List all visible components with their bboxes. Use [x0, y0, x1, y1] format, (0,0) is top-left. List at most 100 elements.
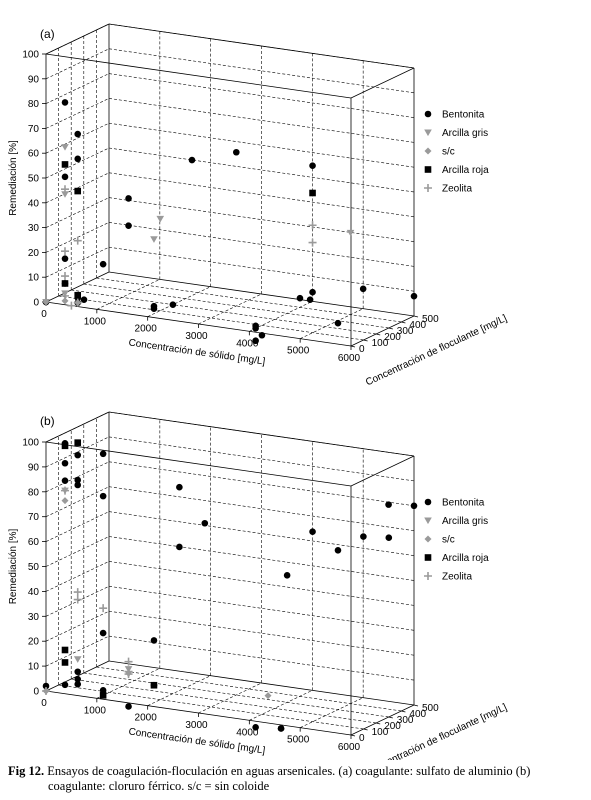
- y-tick: [388, 716, 393, 719]
- data-point: [252, 723, 259, 731]
- data-point: [410, 292, 418, 300]
- data-point: [359, 285, 367, 293]
- x-tick-label: 3000: [185, 720, 208, 731]
- data-point: [125, 195, 132, 202]
- legend-entry: Arcilla roja: [442, 165, 489, 176]
- y-tick-label: 400: [409, 320, 426, 331]
- data-point: [61, 659, 69, 666]
- data-point: [61, 486, 70, 495]
- x-tick-label: 2000: [135, 324, 158, 335]
- z-tick-label: 90: [28, 74, 40, 85]
- legend: Bentonita Arcilla gris s/c Arcilla roja Zeol…: [424, 498, 489, 583]
- x-tick-label: 5000: [287, 346, 310, 357]
- x-tick-label: 4000: [236, 338, 259, 349]
- backwall-gridline: [108, 486, 415, 531]
- data-point: [309, 288, 316, 296]
- data-point: [125, 703, 132, 710]
- backwall-gridline: [108, 147, 415, 193]
- box-edge: [350, 67, 415, 99]
- box-edge: [108, 660, 415, 706]
- data-point: [156, 215, 165, 223]
- y-tick-label: 0: [359, 344, 365, 355]
- y-tick-label: 100: [372, 727, 389, 738]
- data-point: [150, 681, 158, 689]
- data-point: [61, 191, 69, 198]
- data-point: [80, 296, 88, 303]
- data-point: [42, 298, 50, 306]
- legend-entry: Bentonita: [442, 110, 485, 121]
- sidewall-gridline: [45, 561, 110, 592]
- z-tick-label: 100: [22, 50, 39, 61]
- legend-marker: [424, 517, 432, 525]
- data-point: [125, 222, 132, 229]
- y-tick-label: 400: [409, 709, 426, 720]
- data-point: [61, 255, 69, 262]
- data-point: [233, 148, 240, 156]
- floor-gridline: [198, 682, 262, 714]
- sidewall-gridline: [45, 73, 110, 104]
- legend-entry: Arcilla roja: [442, 553, 489, 564]
- legend-marker: [424, 498, 432, 506]
- series-bentonita: [42, 440, 418, 732]
- data-point: [74, 451, 82, 459]
- data-point: [283, 572, 291, 579]
- z-axis-title: Remediación [%]: [8, 528, 19, 604]
- box-edge: [108, 271, 415, 317]
- z-tick-label: 20: [28, 248, 40, 259]
- sidewall-gridline: [45, 222, 110, 253]
- caption-label: Fig 12.: [8, 764, 45, 778]
- sidewall-gridline: [45, 246, 110, 278]
- y-tick-label: 300: [397, 326, 414, 337]
- data-point: [61, 99, 69, 106]
- z-axis-title: Remediación [%]: [8, 140, 19, 216]
- backwall-gridline: [108, 610, 415, 656]
- data-point: [99, 687, 107, 694]
- data-point: [150, 302, 158, 310]
- floor-gridline: [198, 293, 262, 325]
- x-tick-label: 4000: [236, 727, 259, 738]
- sidewall-gridline: [45, 536, 110, 567]
- y-tick: [401, 710, 406, 713]
- backwall-gridline: [108, 536, 415, 581]
- data-point: [346, 229, 355, 237]
- backwall-gridline: [108, 436, 415, 482]
- sidewall-gridline: [45, 511, 110, 542]
- series-s-c: [42, 497, 272, 700]
- z-tick-label: 70: [28, 512, 40, 523]
- figure-plots: (a)0102030405060708090100010002000300040…: [8, 23, 509, 760]
- data-point: [61, 477, 69, 484]
- data-point: [385, 534, 393, 542]
- floor-gridline: [300, 308, 364, 339]
- floor-gridline: [71, 678, 377, 724]
- z-tick-label: 0: [33, 298, 39, 309]
- box-edge: [45, 23, 110, 55]
- data-point: [252, 322, 259, 330]
- backwall-gridline: [108, 511, 415, 556]
- data-point: [61, 497, 69, 505]
- legend-marker: [424, 166, 432, 173]
- legend-entry: Arcilla gris: [442, 516, 488, 527]
- data-point: [73, 588, 82, 597]
- floor-gridline: [147, 675, 211, 706]
- z-tick-label: 10: [28, 273, 40, 284]
- data-point: [61, 247, 70, 256]
- floor-gridline: [71, 289, 377, 335]
- box-edge: [45, 411, 110, 443]
- y-tick-label: 500: [422, 703, 439, 714]
- data-point: [252, 337, 259, 345]
- box-edge: [45, 441, 352, 487]
- data-point: [99, 450, 107, 458]
- box-edge: [108, 23, 415, 69]
- backwall-gridline: [108, 635, 415, 681]
- data-point: [150, 637, 158, 644]
- data-point: [99, 692, 107, 699]
- sidewall-gridline: [45, 635, 110, 667]
- legend-entry: Bentonita: [442, 498, 485, 509]
- series-zeolita: [42, 486, 133, 695]
- y-tick-label: 200: [384, 332, 401, 343]
- z-tick-label: 40: [28, 587, 40, 598]
- floor-gridline: [83, 672, 389, 718]
- z-tick-label: 30: [28, 612, 40, 623]
- y-tick-label: 0: [359, 733, 365, 744]
- sidewall-gridline: [45, 486, 110, 517]
